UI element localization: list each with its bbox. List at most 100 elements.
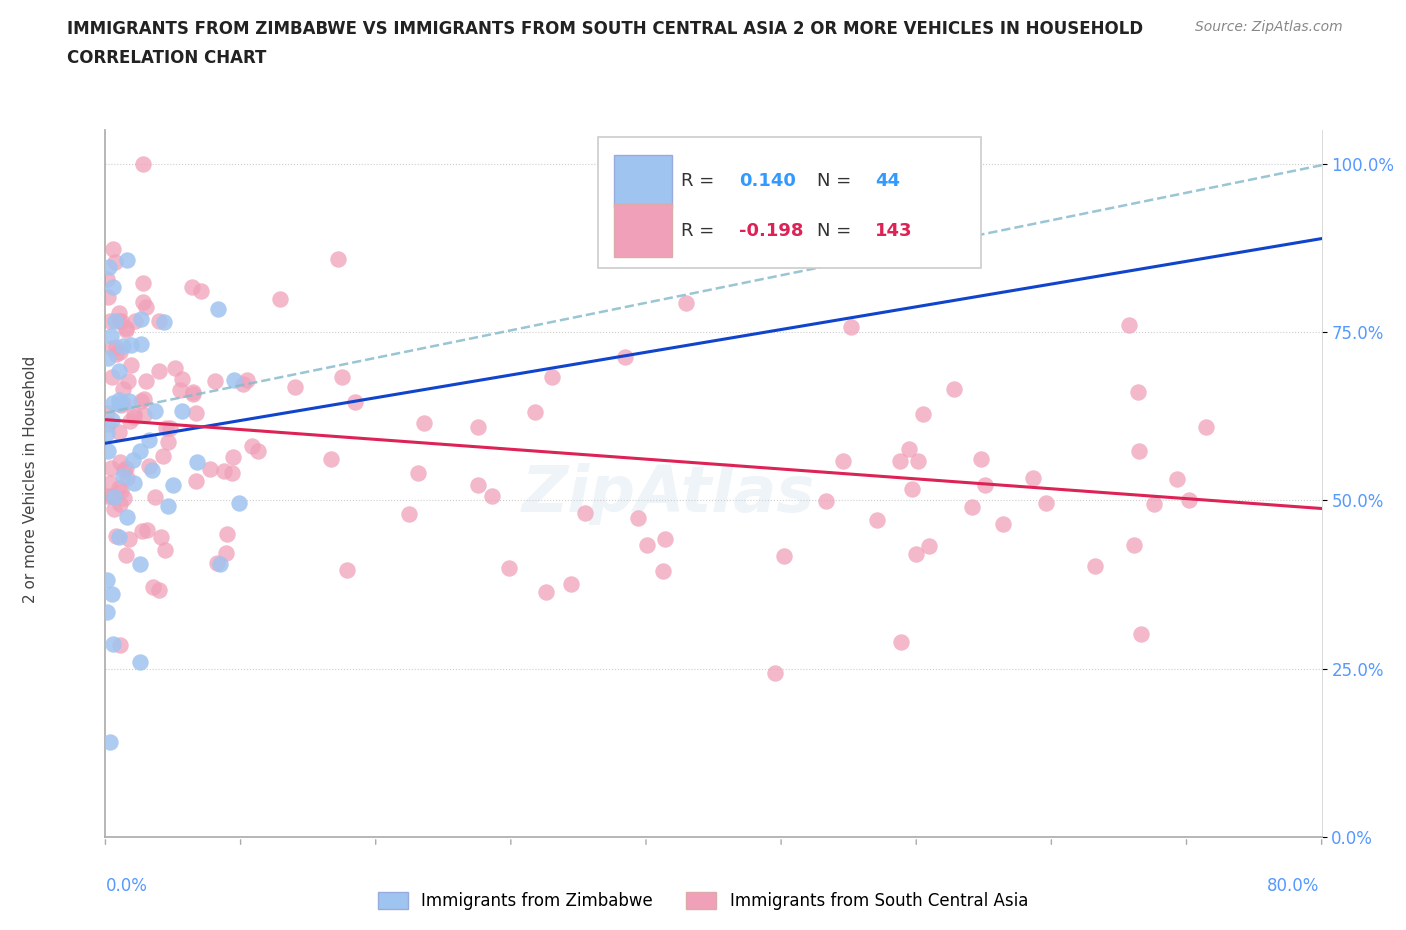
Point <box>107 364 129 379</box>
Text: N =: N = <box>817 172 856 190</box>
Point <box>398 507 420 522</box>
Point <box>991 517 1014 532</box>
Point <box>142 579 165 594</box>
Text: N =: N = <box>817 221 856 240</box>
Point <box>212 464 235 479</box>
Point <box>108 424 131 439</box>
Point <box>100 460 122 475</box>
Point <box>907 454 929 469</box>
Point <box>344 394 367 409</box>
Point <box>132 407 155 422</box>
Point <box>135 523 157 538</box>
Point <box>122 410 145 425</box>
Text: 143: 143 <box>876 221 912 240</box>
Point <box>152 448 174 463</box>
Point <box>905 546 928 561</box>
Point <box>1035 496 1057 511</box>
Point <box>128 557 150 572</box>
Text: R =: R = <box>681 221 720 240</box>
Point <box>112 339 135 353</box>
Point <box>973 478 995 493</box>
Point <box>112 490 135 505</box>
Point <box>149 529 172 544</box>
Legend: Immigrants from Zimbabwe, Immigrants from South Central Asia: Immigrants from Zimbabwe, Immigrants fro… <box>371 885 1035 917</box>
Text: Source: ZipAtlas.com: Source: ZipAtlas.com <box>1195 20 1343 34</box>
Point <box>145 404 167 418</box>
Point <box>962 499 984 514</box>
Point <box>96 489 118 504</box>
Point <box>103 489 125 504</box>
Point <box>114 462 136 477</box>
Point <box>96 604 118 619</box>
Point <box>181 387 204 402</box>
Point <box>205 555 228 570</box>
Point <box>654 532 676 547</box>
Point <box>100 328 122 343</box>
Point <box>101 412 124 427</box>
Point <box>129 394 152 409</box>
Point <box>181 279 204 294</box>
Point <box>108 345 131 360</box>
Point <box>101 369 124 384</box>
Point <box>132 156 155 171</box>
Point <box>135 374 157 389</box>
Point <box>1122 538 1144 552</box>
Point <box>232 376 254 391</box>
Point <box>101 488 124 503</box>
Point <box>1118 318 1140 333</box>
Point <box>120 338 142 352</box>
Point <box>103 502 125 517</box>
Point <box>110 314 132 329</box>
Point <box>215 545 238 560</box>
Point <box>866 512 889 527</box>
Point <box>117 394 139 409</box>
Point <box>163 361 186 376</box>
Point <box>115 461 138 476</box>
Point <box>129 654 152 669</box>
Point <box>97 290 120 305</box>
Point <box>108 497 131 512</box>
Point <box>636 538 658 552</box>
Text: 44: 44 <box>876 172 900 190</box>
Point <box>157 499 180 514</box>
Point <box>284 379 307 394</box>
Point <box>184 405 207 420</box>
Point <box>101 279 124 294</box>
Point <box>1128 444 1150 458</box>
Text: IMMIGRANTS FROM ZIMBABWE VS IMMIGRANTS FROM SOUTH CENTRAL ASIA 2 OR MORE VEHICLE: IMMIGRANTS FROM ZIMBABWE VS IMMIGRANTS F… <box>67 20 1143 38</box>
Point <box>652 564 675 578</box>
Point <box>108 313 131 328</box>
Point <box>917 538 939 553</box>
Point <box>148 582 170 597</box>
Text: ZipAtlas: ZipAtlas <box>522 463 814 525</box>
Point <box>222 373 245 388</box>
Point <box>98 313 121 328</box>
Point <box>839 320 862 335</box>
Point <box>321 451 343 466</box>
Point <box>131 295 153 310</box>
Point <box>240 439 263 454</box>
Point <box>96 572 118 587</box>
Point <box>1084 558 1107 573</box>
Point <box>162 477 184 492</box>
Point <box>118 414 141 429</box>
Point <box>763 666 786 681</box>
Point <box>101 636 124 651</box>
Text: R =: R = <box>681 172 720 190</box>
Point <box>898 441 921 456</box>
Point <box>481 488 503 503</box>
Point <box>138 458 160 473</box>
Point <box>111 381 134 396</box>
Point <box>970 451 993 466</box>
Point <box>467 477 489 492</box>
Point <box>104 347 127 362</box>
Point <box>221 466 243 481</box>
Point <box>111 468 134 483</box>
Point <box>574 506 596 521</box>
Point <box>153 542 176 557</box>
Point <box>228 496 250 511</box>
FancyBboxPatch shape <box>598 138 981 268</box>
Point <box>122 475 145 490</box>
Point <box>773 548 796 563</box>
Point <box>170 404 193 418</box>
